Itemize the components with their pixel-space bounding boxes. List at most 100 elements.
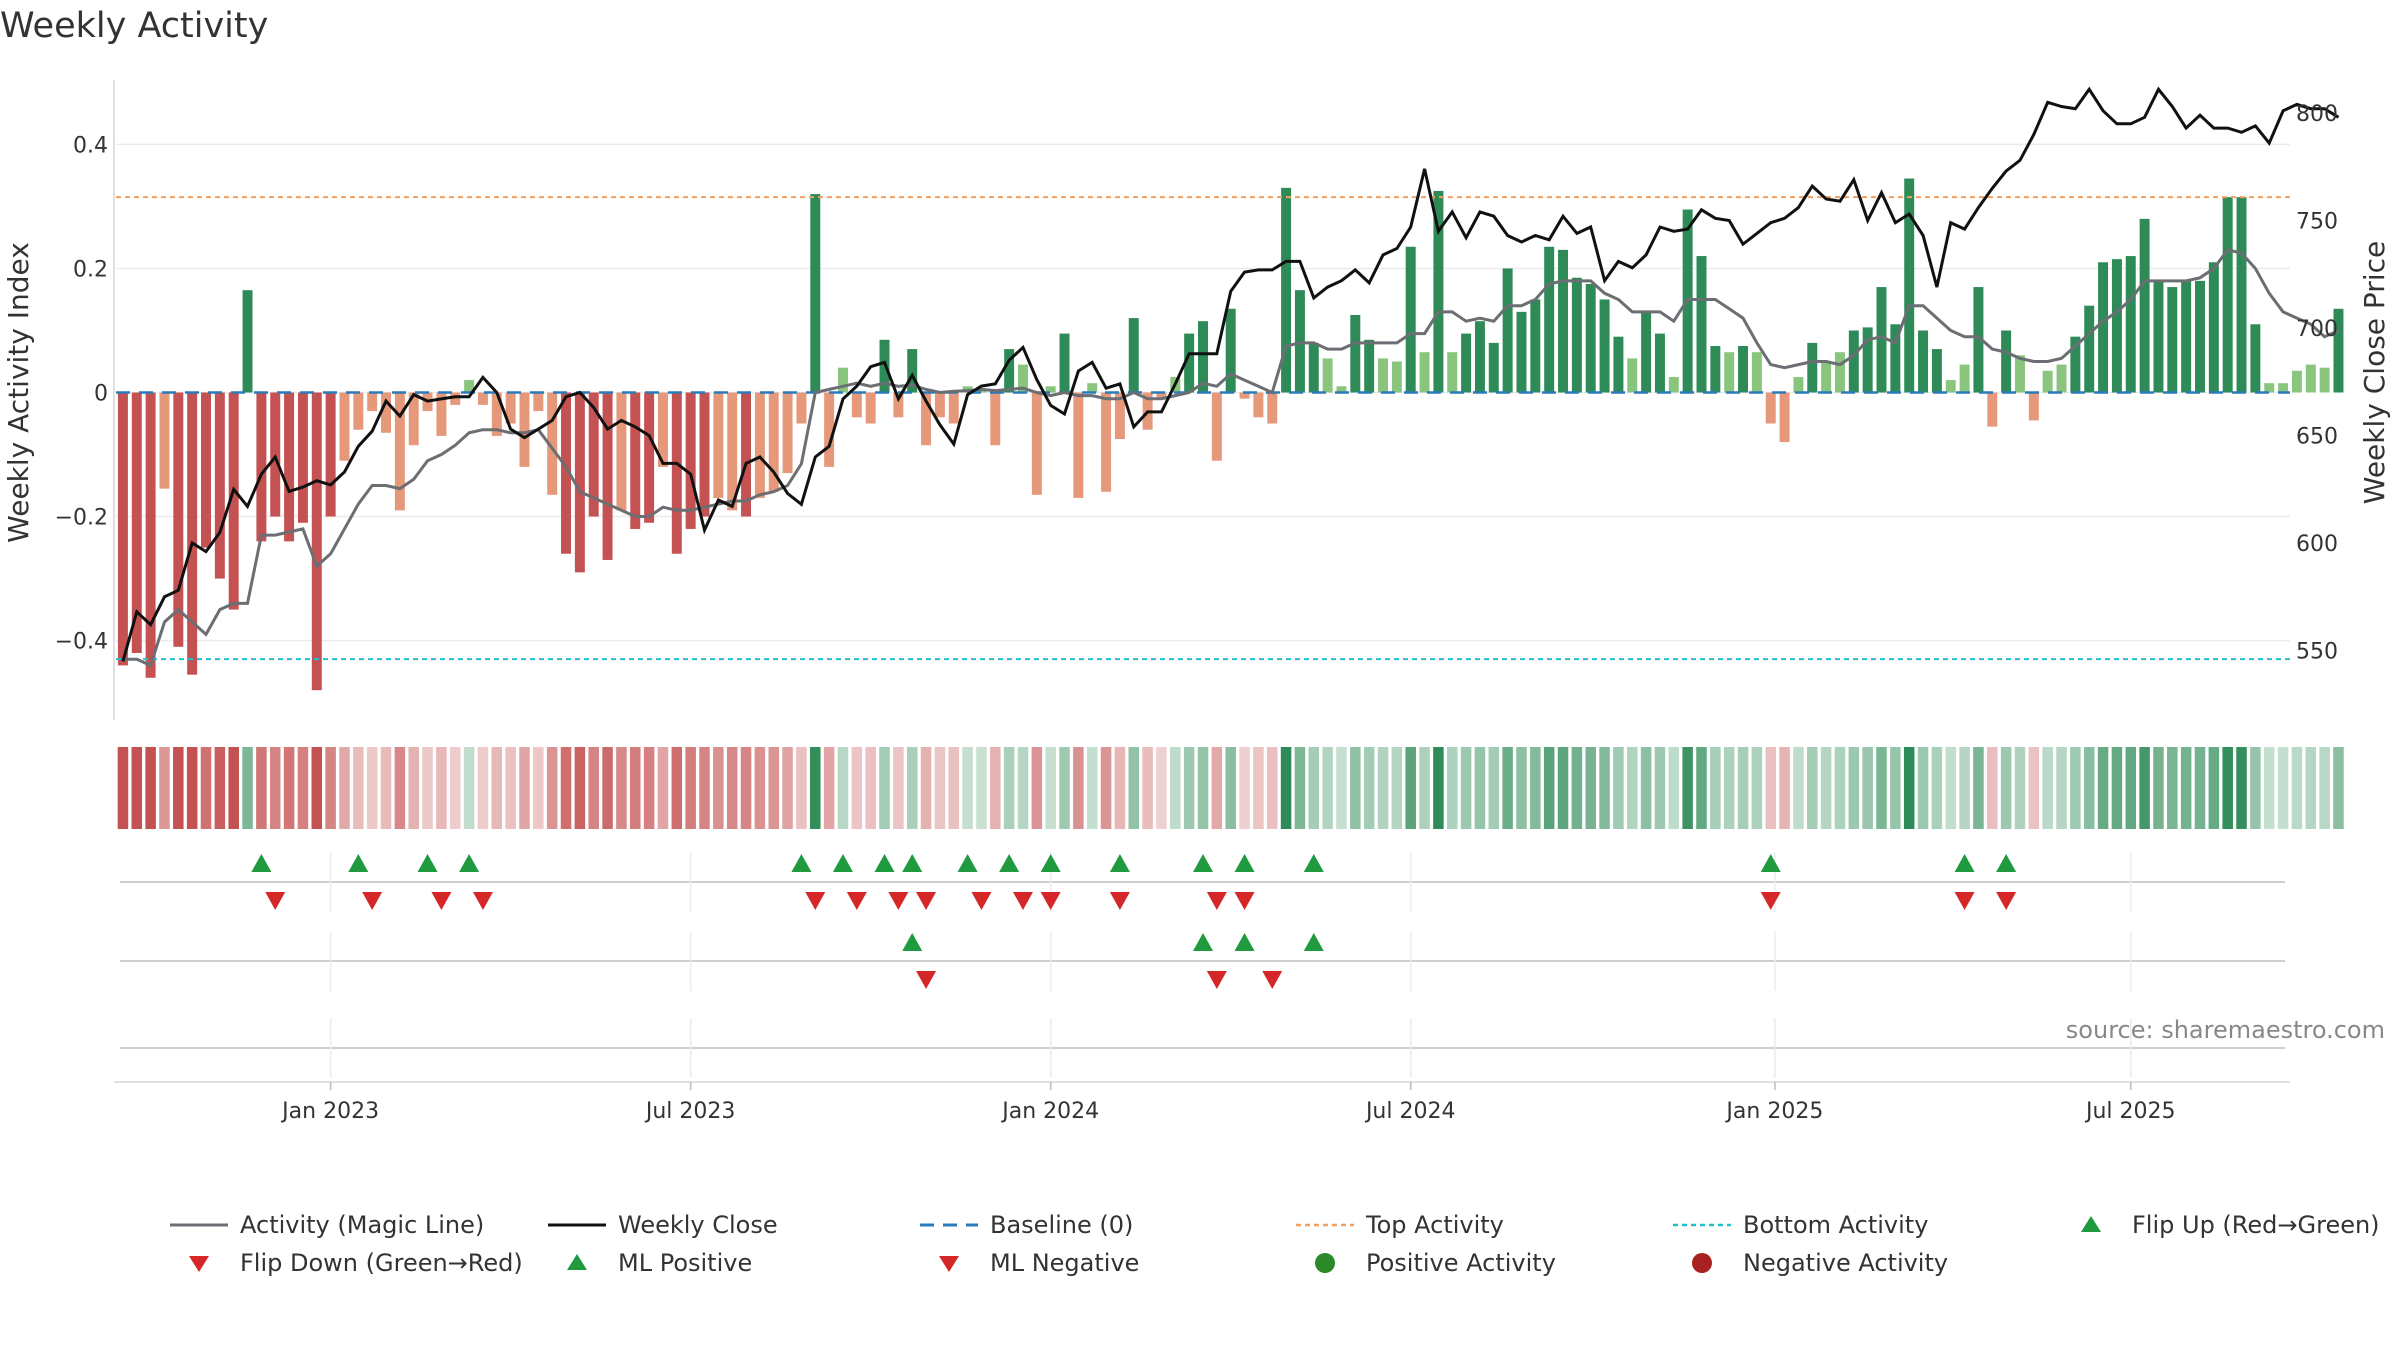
activity-bar	[1530, 299, 1541, 393]
flip-down-marker	[1206, 971, 1227, 989]
activity-bar	[1059, 333, 1070, 393]
activity-bar	[1073, 392, 1084, 498]
flip-up-marker	[1234, 854, 1255, 872]
activity-bar	[1087, 383, 1098, 393]
heat-cell	[2208, 747, 2220, 829]
right-tick-label: 700	[2296, 317, 2338, 342]
activity-bar	[325, 392, 336, 517]
flip-down-marker	[1040, 892, 1061, 910]
legend-item-posact: Positive Activity	[1294, 1246, 1556, 1280]
heat-cell	[1876, 747, 1887, 829]
x-tick-labels: Jan 2023 Jul 2023 Jan 2024 Jul 2024 Jan 2025…	[280, 1082, 2176, 1124]
signal-row-row2	[120, 931, 2285, 991]
activity-bar	[934, 392, 945, 418]
heat-cell	[2014, 747, 2026, 829]
activity-bar	[1488, 342, 1499, 393]
heat-cell	[1682, 747, 1693, 829]
activity-bar	[1696, 256, 1707, 393]
right-axis-title: Weekly Close Price	[2358, 241, 2391, 504]
heat-cell	[283, 747, 295, 829]
heat-cell	[505, 747, 516, 829]
activity-bar	[131, 392, 142, 653]
legend-label: Positive Activity	[1366, 1249, 1556, 1277]
activity-bar	[1738, 345, 1749, 393]
activity-bar	[1281, 187, 1292, 393]
activity-bar	[436, 392, 447, 436]
legend-symbol-posact	[1294, 1248, 1356, 1278]
activity-bar	[1045, 386, 1056, 393]
heat-cell	[1931, 747, 1943, 829]
heat-cell	[2167, 747, 2178, 829]
activity-bar	[1225, 308, 1236, 393]
activity-bar	[616, 392, 627, 511]
flip-down-marker	[1109, 892, 1130, 910]
flip-down-marker	[1234, 892, 1255, 910]
legend-label: ML Negative	[990, 1249, 1140, 1277]
activity-bar	[1267, 392, 1278, 424]
heat-cell	[1280, 747, 1292, 829]
legend-label: Flip Down (Green→Red)	[240, 1249, 523, 1277]
heat-cell	[657, 747, 669, 829]
x-tick-label: Jul 2024	[1364, 1099, 1456, 1124]
x-tick-label: Jul 2025	[2084, 1099, 2176, 1124]
activity-bar	[533, 392, 544, 412]
activity-bar	[1308, 342, 1319, 393]
heat-cell	[1017, 747, 1029, 829]
heat-cell	[616, 747, 627, 829]
activity-heat-strip	[117, 747, 2344, 829]
flip-up-marker	[251, 854, 272, 872]
heat-cell	[2263, 747, 2275, 829]
heat-cell	[879, 747, 890, 829]
flip-down-marker	[916, 971, 937, 989]
heat-cell	[671, 747, 683, 829]
heat-cell	[630, 747, 641, 829]
activity-bar	[242, 290, 253, 393]
activity-bar	[2222, 197, 2233, 393]
right-tick-label: 800	[2296, 102, 2338, 127]
heat-cell	[810, 747, 821, 829]
flip-up-marker	[1303, 933, 1324, 951]
heat-cell	[2277, 747, 2289, 829]
signal-row-row1	[120, 852, 2285, 912]
heat-cell	[962, 747, 973, 829]
heat-cell	[2070, 747, 2081, 829]
heat-cell	[519, 747, 530, 829]
heat-cell	[1156, 747, 1167, 829]
heat-cell	[1530, 747, 1541, 829]
activity-bar	[1031, 392, 1042, 495]
activity-bar	[2208, 262, 2219, 393]
heat-cell	[1917, 747, 1929, 829]
activity-bar	[2319, 367, 2330, 393]
magic-line-series	[122, 248, 2340, 668]
legend-symbol-flipdown	[168, 1248, 230, 1278]
activity-bar	[1724, 352, 1735, 393]
activity-bar	[602, 392, 613, 560]
activity-bar	[1627, 358, 1638, 393]
activity-bar	[1184, 333, 1195, 393]
activity-bar	[1350, 314, 1361, 393]
activity-bar	[1101, 392, 1112, 492]
flip-down-marker	[1012, 892, 1033, 910]
activity-bar	[561, 392, 572, 554]
activity-bar	[1211, 392, 1222, 461]
signal-row-row3	[120, 1018, 2285, 1078]
activity-bar	[1018, 364, 1028, 393]
heat-cell	[1003, 747, 1015, 829]
activity-bar	[1834, 352, 1845, 393]
activity-bar	[173, 392, 184, 647]
activity-bar	[851, 392, 862, 418]
heat-cell	[2125, 747, 2137, 829]
activity-bar	[630, 392, 641, 529]
chart-legend: Activity (Magic Line) Weekly Close Baselin…	[0, 1208, 2400, 1298]
activity-bar	[159, 392, 170, 489]
heat-cell	[186, 747, 198, 829]
heat-cell	[1973, 747, 1984, 829]
activity-bar	[2181, 280, 2192, 393]
heat-cell	[325, 747, 336, 829]
heat-cell	[1987, 747, 1998, 829]
activity-bar	[1973, 287, 1984, 393]
activity-bar	[1433, 190, 1444, 393]
activity-bar	[519, 392, 530, 467]
heat-cell	[837, 747, 849, 829]
legend-item-mlneg: ML Negative	[918, 1246, 1139, 1280]
